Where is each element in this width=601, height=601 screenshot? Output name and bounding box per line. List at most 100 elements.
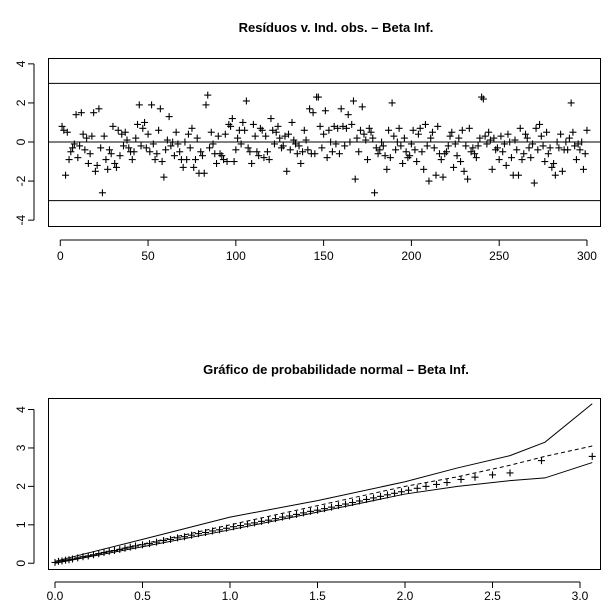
residual-point bbox=[248, 160, 255, 167]
residual-point bbox=[231, 158, 238, 165]
residual-point bbox=[274, 123, 281, 130]
residual-point bbox=[496, 156, 503, 163]
residual-point bbox=[517, 125, 524, 132]
residual-point bbox=[438, 156, 445, 163]
residual-point bbox=[582, 150, 589, 157]
residual-point bbox=[440, 174, 447, 181]
residual-point bbox=[109, 123, 116, 130]
x-tick-label: 50 bbox=[141, 249, 155, 263]
residual-point bbox=[522, 131, 529, 138]
residual-point bbox=[559, 168, 566, 175]
residual-point bbox=[145, 131, 152, 138]
x-tick-label: 100 bbox=[226, 249, 246, 263]
residual-point bbox=[136, 101, 143, 108]
residual-point bbox=[90, 109, 97, 116]
quantile-point bbox=[80, 553, 87, 560]
residual-point bbox=[378, 139, 385, 146]
x-tick-label: 250 bbox=[489, 249, 509, 263]
residual-point bbox=[547, 144, 554, 151]
residual-point bbox=[197, 148, 204, 155]
residual-point bbox=[229, 115, 236, 122]
residual-point bbox=[113, 164, 120, 171]
residual-point bbox=[385, 127, 392, 134]
residual-point bbox=[533, 125, 540, 132]
residual-point bbox=[155, 127, 162, 134]
residual-point bbox=[87, 150, 94, 157]
residual-point bbox=[503, 162, 510, 169]
residual-point bbox=[252, 133, 259, 140]
residual-point bbox=[353, 135, 360, 142]
residual-point bbox=[239, 119, 246, 126]
residual-point bbox=[383, 166, 390, 173]
residual-point bbox=[540, 142, 547, 149]
envelope-upper-line bbox=[55, 404, 592, 562]
residuals-chart-title: Resíduos v. Ind. obs. – Beta Inf. bbox=[239, 20, 434, 35]
residual-point bbox=[422, 121, 429, 128]
residual-point bbox=[194, 135, 201, 142]
y-tick-label: 2 bbox=[14, 99, 28, 106]
residual-point bbox=[392, 146, 399, 153]
residual-point bbox=[526, 144, 533, 151]
residual-point bbox=[148, 101, 155, 108]
residual-point bbox=[580, 166, 587, 173]
y-tick-label: -2 bbox=[14, 175, 28, 186]
residual-point bbox=[262, 133, 269, 140]
residual-point bbox=[350, 97, 357, 104]
residual-point bbox=[390, 133, 397, 140]
residual-point bbox=[454, 152, 461, 159]
residual-point bbox=[341, 142, 348, 149]
residuals-panel: Resíduos v. Ind. obs. – Beta Inf. 0 50 100… bbox=[14, 20, 601, 263]
residual-point bbox=[461, 168, 468, 175]
quantile-point bbox=[444, 479, 451, 486]
residual-point bbox=[97, 144, 104, 151]
residual-point bbox=[246, 148, 253, 155]
residual-point bbox=[129, 156, 136, 163]
residual-point bbox=[329, 148, 336, 155]
quantile-point bbox=[111, 547, 118, 554]
residual-point bbox=[201, 170, 208, 177]
residual-point bbox=[429, 129, 436, 136]
residual-point bbox=[394, 139, 401, 146]
residual-point bbox=[324, 154, 331, 161]
quantile-point bbox=[458, 476, 465, 483]
residual-point bbox=[552, 172, 559, 179]
residual-point bbox=[583, 127, 590, 134]
x-tick-label: 300 bbox=[577, 249, 597, 263]
residual-point bbox=[315, 94, 322, 101]
residual-point bbox=[418, 148, 425, 155]
residual-point bbox=[320, 131, 327, 138]
residual-point bbox=[234, 135, 241, 142]
residual-point bbox=[153, 150, 160, 157]
quantile-point bbox=[423, 483, 430, 490]
residual-point bbox=[102, 156, 109, 163]
quantile-point bbox=[489, 471, 496, 478]
residual-point bbox=[253, 148, 260, 155]
residual-point bbox=[131, 148, 138, 155]
residual-point bbox=[317, 123, 324, 130]
residual-point bbox=[397, 142, 404, 149]
residual-point bbox=[111, 160, 118, 167]
normal-probability-plot-frame bbox=[49, 399, 601, 570]
residual-point bbox=[364, 156, 371, 163]
residual-point bbox=[69, 144, 76, 151]
x-tick-label: 0 bbox=[57, 249, 64, 263]
residual-point bbox=[160, 174, 167, 181]
residual-point bbox=[427, 135, 434, 142]
residual-point bbox=[74, 154, 81, 161]
residual-point bbox=[162, 146, 169, 153]
residual-point bbox=[434, 123, 441, 130]
residual-point bbox=[410, 127, 417, 134]
residual-point bbox=[66, 156, 73, 163]
residual-point bbox=[564, 146, 571, 153]
residual-point bbox=[403, 148, 410, 155]
residual-point bbox=[232, 146, 239, 153]
residual-point bbox=[524, 135, 531, 142]
residual-point bbox=[283, 168, 290, 175]
residual-point bbox=[243, 97, 250, 104]
residual-point bbox=[199, 152, 206, 159]
residual-point bbox=[413, 158, 420, 165]
y-tick-label: 4 bbox=[14, 406, 28, 413]
quantile-point bbox=[405, 487, 412, 494]
residual-point bbox=[192, 156, 199, 163]
residual-point bbox=[424, 142, 431, 149]
